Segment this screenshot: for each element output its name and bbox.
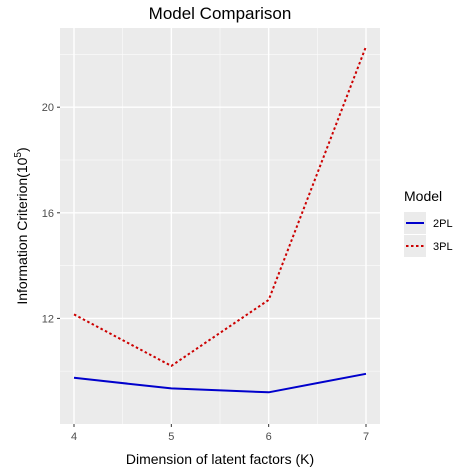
legend-label-2pl: 2PL (433, 218, 453, 230)
y-tick-label: 20 (42, 102, 54, 114)
y-axis-title: Information Criterion(105) (13, 147, 30, 304)
legend: Model 2PL 3PL (404, 188, 453, 257)
series-lines (73, 46, 367, 394)
series-line-2pl (73, 372, 367, 394)
legend-items: 2PL 3PL (404, 212, 453, 257)
legend-label-3pl: 3PL (433, 241, 453, 253)
legend-title: Model (404, 188, 442, 204)
minor-gridlines (60, 28, 380, 424)
major-gridlines (60, 28, 380, 424)
legend-key-bg (404, 235, 426, 257)
x-tick-label: 6 (266, 431, 272, 443)
x-axis: 4 5 6 7 (71, 424, 369, 443)
x-axis-title: Dimension of latent factors (K) (126, 451, 314, 467)
x-tick-label: 4 (71, 431, 77, 443)
y-tick-label: 16 (42, 208, 54, 220)
y-axis-title-exponent: 5 (13, 152, 24, 158)
y-axis: 12 16 20 (42, 102, 60, 325)
series-line-3pl (73, 46, 367, 367)
x-tick-label: 5 (168, 431, 174, 443)
chart-title: Model Comparison (149, 4, 292, 23)
x-tick-label: 7 (363, 431, 369, 443)
y-axis-title-text: Information Criterion(10 (14, 157, 30, 304)
y-tick-label: 12 (42, 313, 54, 325)
y-axis-title-suffix: ) (14, 147, 30, 152)
